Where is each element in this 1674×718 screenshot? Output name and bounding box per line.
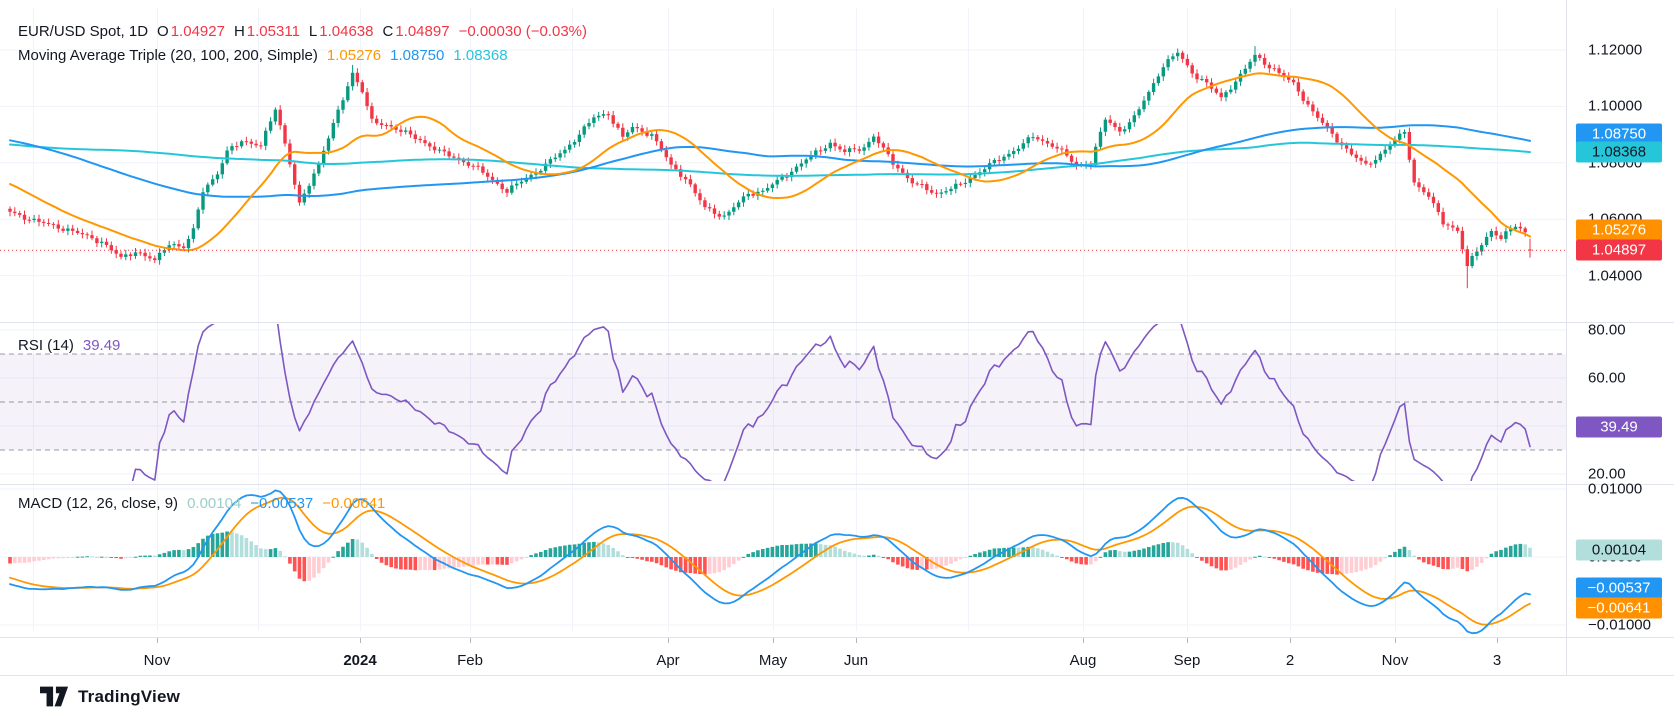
ohlc-low: L 1.04638 <box>308 23 374 40</box>
price-tick-label: 0.01000 <box>1588 480 1643 498</box>
time-scale[interactable]: Nov 2024 Feb Apr May Jun Aug Sep 2 Nov 3 <box>0 650 1566 675</box>
sma200-line <box>9 141 1531 177</box>
macd-badge: −0.00641 <box>1576 597 1662 619</box>
rsi-line <box>131 324 1531 481</box>
price-tick-label: 80.00 <box>1588 321 1626 339</box>
macd-badge: −0.00537 <box>1576 577 1662 599</box>
ma20-value: 1.05276 <box>326 47 382 64</box>
ma200-value: 1.08368 <box>453 47 508 64</box>
price-tick-label: 1.04000 <box>1588 267 1643 285</box>
time-tick-label: Aug <box>1069 652 1097 669</box>
time-tick-label: Sep <box>1173 652 1201 669</box>
rsi-legend[interactable]: RSI (14) 39.49 <box>18 336 120 355</box>
macd-hist-value: 0.00104 <box>187 495 242 512</box>
time-tick-label: Nov <box>1381 652 1409 669</box>
time-tick-label: 2024 <box>343 652 377 669</box>
ohlc-open: O 1.04927 <box>157 23 225 40</box>
macd-histogram <box>75 531 1523 558</box>
macd-line-value: −0.00537 <box>250 495 314 512</box>
price-tick-label: 1.12000 <box>1588 41 1643 59</box>
time-tick-label: Apr <box>656 652 680 669</box>
symbol-title[interactable]: EUR/USD Spot, 1D <box>18 23 149 40</box>
rsi-value: 39.49 <box>82 337 121 354</box>
price-tick-label: 1.10000 <box>1588 97 1643 115</box>
rsi-title[interactable]: RSI (14) <box>18 337 74 354</box>
macd-histogram <box>13 557 1489 581</box>
macd-signal-value: −0.00641 <box>322 495 386 512</box>
macd-signal-line <box>9 496 1531 626</box>
time-tick-label: May <box>758 652 788 669</box>
price-tick-label: 60.00 <box>1588 369 1626 387</box>
macd-line <box>9 489 1531 635</box>
rsi-pane <box>0 324 1566 481</box>
ohlc-close: C 1.04897 <box>382 23 450 40</box>
ma100-value: 1.08750 <box>390 47 445 64</box>
macd-legend[interactable]: MACD (12, 26, close, 9) 0.00104 −0.00537… <box>18 494 385 513</box>
macd-pane <box>8 489 1532 635</box>
change-value: −0.00030 (−0.03%) <box>458 23 587 40</box>
ma-triple-title[interactable]: Moving Average Triple (20, 100, 200, Sim… <box>18 47 318 64</box>
ma-triple-legend[interactable]: Moving Average Triple (20, 100, 200, Sim… <box>18 46 508 65</box>
time-tick-label: Nov <box>143 652 171 669</box>
time-tick-label: Feb <box>457 652 483 669</box>
price-badge: 1.08368 <box>1576 141 1662 163</box>
sma100-line <box>9 124 1531 198</box>
rsi-badge: 39.49 <box>1576 416 1662 438</box>
price-pane <box>0 46 1566 289</box>
time-tick-label: 3 <box>1492 652 1502 669</box>
price-tick-label: −0.01000 <box>1588 616 1651 634</box>
price-badge: 1.05276 <box>1576 219 1662 241</box>
tradingview-logo-icon[interactable] <box>40 686 69 707</box>
price-scale[interactable]: 1.120001.100001.080001.060001.0400080.00… <box>1567 0 1674 675</box>
price-tick-label: 20.00 <box>1588 465 1626 483</box>
symbol-legend[interactable]: EUR/USD Spot, 1D O 1.04927 H 1.05311 L 1.04… <box>18 22 587 41</box>
time-tick-label: 2 <box>1285 652 1295 669</box>
sma20-line <box>9 72 1531 252</box>
macd-histogram <box>8 557 1470 582</box>
down-candle-wicks <box>9 50 1531 289</box>
gridlines <box>0 8 1566 631</box>
macd-title[interactable]: MACD (12, 26, close, 9) <box>18 495 179 512</box>
ohlc-high: H 1.05311 <box>233 23 300 40</box>
macd-badge: 0.00104 <box>1576 539 1662 561</box>
macd-histogram <box>90 531 1532 558</box>
footer-bar: TradingView <box>0 675 1674 717</box>
price-badge: 1.04897 <box>1576 239 1662 261</box>
time-tick-label: Jun <box>843 652 869 669</box>
price-badge: 1.08750 <box>1576 123 1662 145</box>
brand-text[interactable]: TradingView <box>78 686 181 706</box>
